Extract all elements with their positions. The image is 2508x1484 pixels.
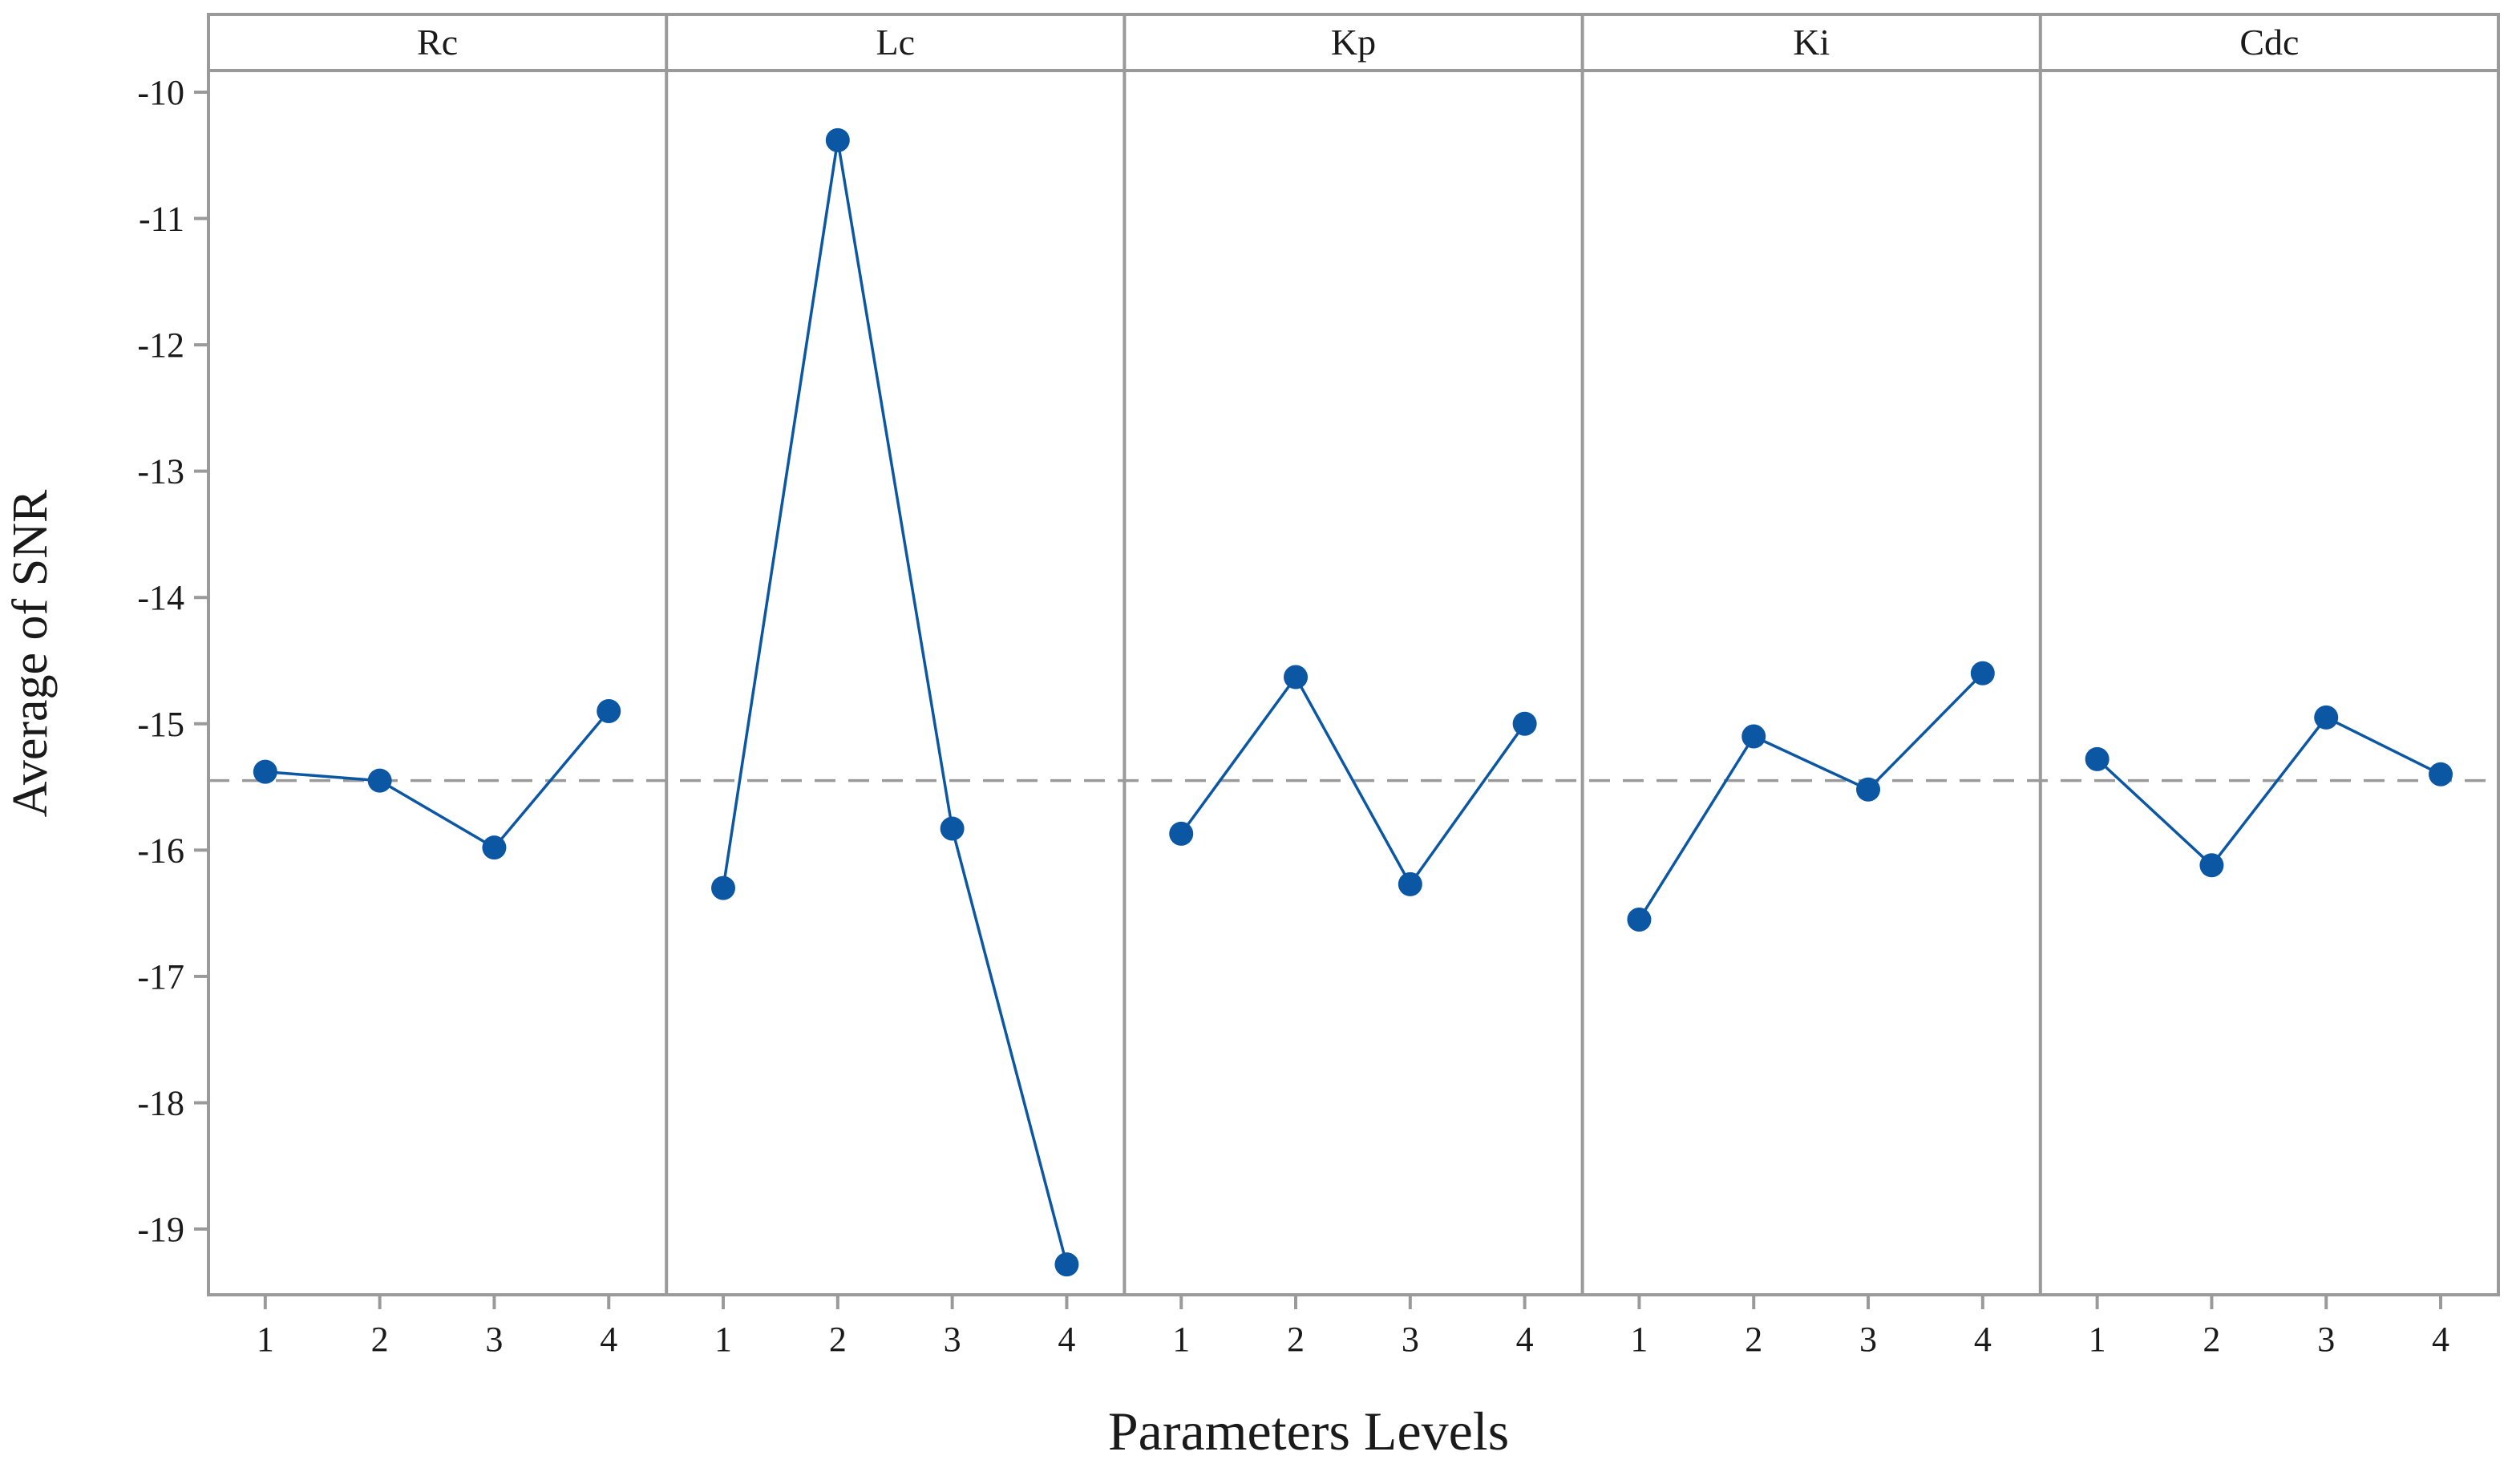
series-line-rc [265,710,610,850]
data-point-ki-4 [1970,661,1995,685]
x-tick-label: 4 [1516,1320,1534,1359]
panel-title-cdc: Cdc [2239,22,2299,63]
series-line-ki [1637,672,1984,920]
panel-title-ki: Ki [1793,22,1830,63]
x-tick-label: 1 [714,1320,732,1359]
data-point-rc-1 [253,759,277,784]
data-point-ki-3 [1856,777,1881,802]
data-point-lc-1 [711,875,736,900]
x-tick-label: 1 [1630,1320,1648,1359]
data-point-rc-4 [597,699,621,724]
y-tick-label: -11 [139,200,184,239]
x-tick-label: 2 [829,1320,847,1359]
series-layer [253,127,2453,1277]
x-tick-label: 3 [485,1320,503,1359]
data-point-cdc-1 [2085,746,2110,771]
data-point-kp-4 [1512,711,1537,736]
data-point-ki-2 [1741,724,1766,749]
data-point-kp-2 [1284,665,1309,689]
data-point-cdc-4 [2429,762,2453,786]
y-axis-label: Average of SNR [3,489,58,817]
x-tick-label: 2 [1287,1320,1305,1359]
data-point-rc-2 [367,768,392,793]
y-tick-label: -18 [137,1083,184,1122]
x-tick-label: 4 [2432,1320,2449,1359]
x-tick-label: 2 [371,1320,389,1359]
x-tick-label: 3 [944,1320,961,1359]
x-tick-label: 1 [257,1320,274,1359]
series-line-kp [1179,674,1527,888]
x-tick-label: 3 [1402,1320,1419,1359]
y-tick-label: -13 [137,452,184,491]
data-point-lc-4 [1054,1252,1079,1277]
x-tick-label: 2 [2203,1320,2220,1359]
y-tick-label: -19 [137,1210,184,1249]
panel-title-rc: Rc [417,22,458,63]
x-tick-label: 2 [1745,1320,1762,1359]
data-point-kp-1 [1169,821,1194,846]
y-tick-label: -10 [137,73,184,112]
x-tick-label: 4 [1058,1320,1075,1359]
x-tick-label: 3 [2317,1320,2335,1359]
data-point-cdc-2 [2199,853,2224,878]
panel-title-kp: Kp [1331,22,1376,63]
data-point-rc-3 [482,835,507,860]
y-axis: -10 -11 -12 -13 -14 -15 -16 -17 -18 -19 [137,73,208,1249]
plot-frame [207,13,2500,1296]
y-tick-label: -14 [137,578,184,617]
data-point-lc-3 [940,816,965,841]
data-point-cdc-3 [2314,705,2339,730]
x-axis-label: Parameters Levels [1108,1401,1509,1462]
series-line-cdc [2096,715,2441,867]
x-tick-label: 3 [1859,1320,1877,1359]
x-tick-label: 1 [1172,1320,1190,1359]
x-axis: 1 2 3 4 1 2 3 4 1 2 3 4 1 2 3 4 1 2 3 4 [257,1295,2449,1359]
y-tick-label: -17 [137,957,184,997]
y-tick-label: -15 [137,705,184,744]
x-tick-label: 4 [1974,1320,1992,1359]
data-point-kp-3 [1398,871,1422,896]
series-line-lc [722,140,1069,1265]
x-tick-label: 4 [600,1320,617,1359]
y-tick-label: -16 [137,831,184,870]
x-tick-label: 1 [2089,1320,2106,1359]
data-point-lc-2 [825,127,850,152]
panel-title-lc: Lc [876,22,916,63]
data-point-ki-1 [1627,907,1652,932]
y-tick-label: -12 [137,326,184,365]
panels-layer: Rc Lc Kp Ki Cdc [207,13,2500,1296]
